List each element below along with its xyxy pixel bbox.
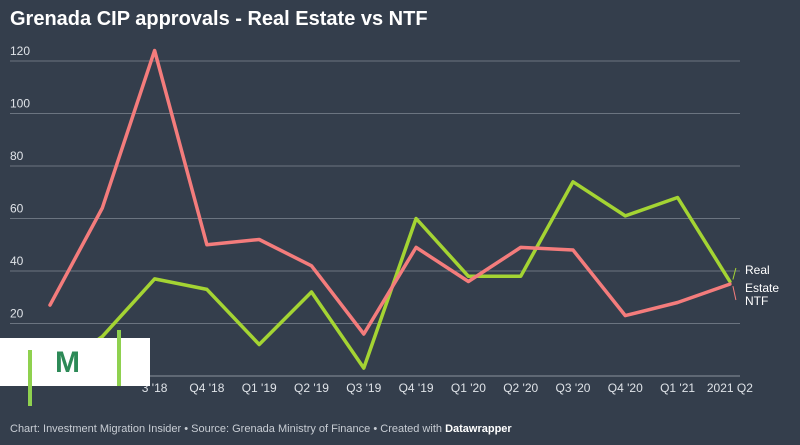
- x-tick-label: 2021 Q2: [707, 381, 753, 395]
- series-line-ntf: [48, 48, 732, 336]
- footer-text: Chart: Investment Migration Insider • So…: [10, 423, 446, 435]
- y-tick-label: 60: [10, 202, 24, 216]
- legend-label-ntf: NTF: [745, 294, 768, 308]
- y-tick-label: 40: [10, 254, 24, 268]
- y-tick-label: 80: [10, 149, 24, 163]
- x-tick-label: Q4 '19: [399, 381, 434, 395]
- x-tick-label: Q1 '20: [451, 381, 486, 395]
- y-tick-label: 100: [10, 97, 30, 111]
- legend-label-real: Real: [745, 263, 770, 277]
- x-tick-label: Q3 '19: [346, 381, 381, 395]
- imi-logo: M: [0, 330, 150, 406]
- y-tick-label: 20: [10, 307, 24, 321]
- chart-title: Grenada CIP approvals - Real Estate vs N…: [10, 8, 428, 30]
- x-tick-label: Q4 '20: [608, 381, 643, 395]
- logo-bar-left: [28, 350, 32, 406]
- series-line-real-estate: [48, 180, 732, 376]
- footer-credit: Chart: Investment Migration Insider • So…: [10, 423, 512, 435]
- legend-leader-real-estate: [732, 267, 737, 280]
- x-tick-label: Q4 '18: [189, 381, 224, 395]
- logo-bar-right: [117, 330, 121, 386]
- x-tick-label: Q2 '19: [294, 381, 329, 395]
- x-tick-label: Q2 '20: [503, 381, 538, 395]
- legend-leader-ntf: [732, 286, 737, 301]
- y-tick-label: 120: [10, 44, 30, 58]
- logo-letter: M: [55, 346, 80, 379]
- footer-brand: Datawrapper: [445, 423, 512, 435]
- legend-label-estate: Estate: [745, 281, 779, 295]
- x-tick-label: Q3 '20: [556, 381, 591, 395]
- x-tick-label: Q1 '21: [660, 381, 695, 395]
- x-tick-label: Q1 '19: [242, 381, 277, 395]
